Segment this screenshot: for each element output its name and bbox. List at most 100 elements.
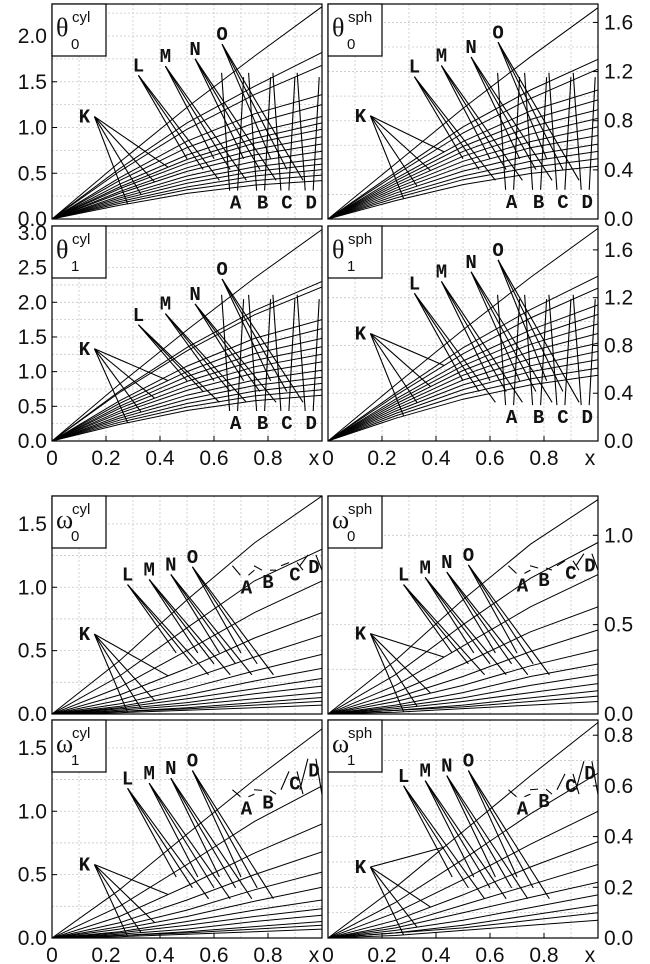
leader-line [470, 56, 553, 181]
leader-line [370, 333, 431, 387]
leader-line [299, 554, 309, 567]
leader-line [93, 116, 156, 183]
panel-label: θ sph 1 [327, 225, 383, 279]
curve-label-K: K [79, 339, 91, 361]
panel-subscript: 1 [347, 752, 355, 769]
leader-line [170, 777, 237, 889]
plot-frame [327, 3, 599, 220]
panel-superscript: cyl [72, 9, 90, 26]
panel-label: θ sph 0 [327, 3, 383, 57]
leader-line [524, 569, 531, 574]
x-tick-label: 0.6 [199, 944, 228, 964]
series-line-5 [52, 653, 322, 714]
leader-line [424, 577, 491, 665]
leader-line [221, 43, 288, 170]
leader-lines [369, 761, 598, 936]
leader-line [93, 348, 129, 423]
series-line-0 [52, 728, 322, 938]
leader-line [424, 577, 507, 676]
leader-line [369, 866, 418, 928]
leader-line [467, 770, 518, 878]
panel-subscript: 0 [347, 36, 355, 53]
series-line-3 [328, 606, 598, 714]
leader-line [148, 782, 231, 900]
y-tick-label: 0.5 [18, 162, 47, 185]
leader-line [513, 299, 521, 406]
series-line-10 [328, 367, 598, 441]
panel-symbol: ω [56, 729, 73, 758]
series-line-6 [328, 663, 598, 714]
leader-line [588, 77, 596, 190]
series-line-9 [328, 919, 598, 938]
series-line-11 [328, 158, 598, 219]
leader-line [269, 789, 277, 795]
leader-line [164, 65, 215, 160]
series-line-8 [328, 350, 598, 441]
series-line-4 [52, 871, 322, 938]
leader-line [191, 770, 242, 878]
leader-line [575, 761, 585, 790]
series-group [52, 496, 322, 714]
leader-line [221, 278, 272, 382]
leader-line [513, 77, 521, 190]
leader-line [93, 348, 142, 413]
series-line-10 [52, 924, 322, 938]
x-tick-label: 0.8 [253, 447, 282, 470]
series-line-14 [52, 174, 322, 219]
leader-line [312, 299, 320, 411]
panel-symbol: θ [56, 13, 68, 42]
leader-line [370, 846, 445, 868]
leader-line [588, 299, 596, 406]
leader-line [470, 271, 521, 382]
curve-label-A: A [241, 577, 253, 599]
leader-line [191, 566, 242, 654]
leader-line [127, 584, 177, 654]
panel-superscript: cyl [72, 725, 90, 742]
series-line-8 [52, 136, 322, 219]
x-axis-label: x [585, 944, 596, 964]
series-line-3 [52, 851, 322, 938]
y-tick-label: 0.2 [604, 876, 633, 899]
y-tick-label: 0.0 [18, 927, 47, 950]
curve-label-M: M [160, 46, 171, 68]
leader-line [403, 584, 453, 654]
leader-line [424, 780, 491, 889]
leader-line [446, 775, 513, 889]
leader-line [93, 116, 142, 195]
curve-label-L: L [398, 766, 409, 788]
leader-line [548, 294, 558, 406]
panel-superscript: sph [348, 501, 372, 518]
panel-symbol: θ [332, 235, 344, 264]
leader-line [497, 42, 548, 160]
leader-line [94, 348, 169, 382]
x-tick-label: 0 [322, 944, 334, 964]
series-line-13 [52, 169, 322, 219]
leader-line [194, 303, 245, 382]
y-tick-label: 1.6 [604, 239, 633, 262]
leader-line [556, 773, 566, 791]
series-line-4 [52, 634, 322, 714]
leader-line [591, 761, 598, 795]
y-tick-label: 1.0 [18, 800, 47, 823]
curve-label-C: C [281, 193, 292, 215]
panel-1: 0.0 0.4 0.8 1.2 1.6 K LM NO A B C Dθ sph 0 [327, 3, 634, 231]
series-line-8 [328, 135, 598, 219]
series-line-11 [328, 374, 598, 441]
leader-line [253, 565, 263, 571]
series-line-11 [52, 700, 322, 714]
panel-label-box [327, 225, 383, 279]
series-line-1 [328, 275, 598, 441]
leader-line [497, 294, 507, 406]
plot-frame [51, 719, 323, 939]
x-axis-label: x [309, 944, 320, 964]
series-line-8 [52, 914, 322, 938]
leader-line [288, 77, 296, 191]
leader-line [296, 72, 306, 191]
series-line-5 [328, 881, 598, 938]
series-line-2 [52, 64, 322, 219]
plot-frame [51, 3, 323, 220]
leader-line [221, 72, 231, 191]
curve-label-M: M [419, 761, 430, 783]
leader-line [93, 633, 142, 709]
